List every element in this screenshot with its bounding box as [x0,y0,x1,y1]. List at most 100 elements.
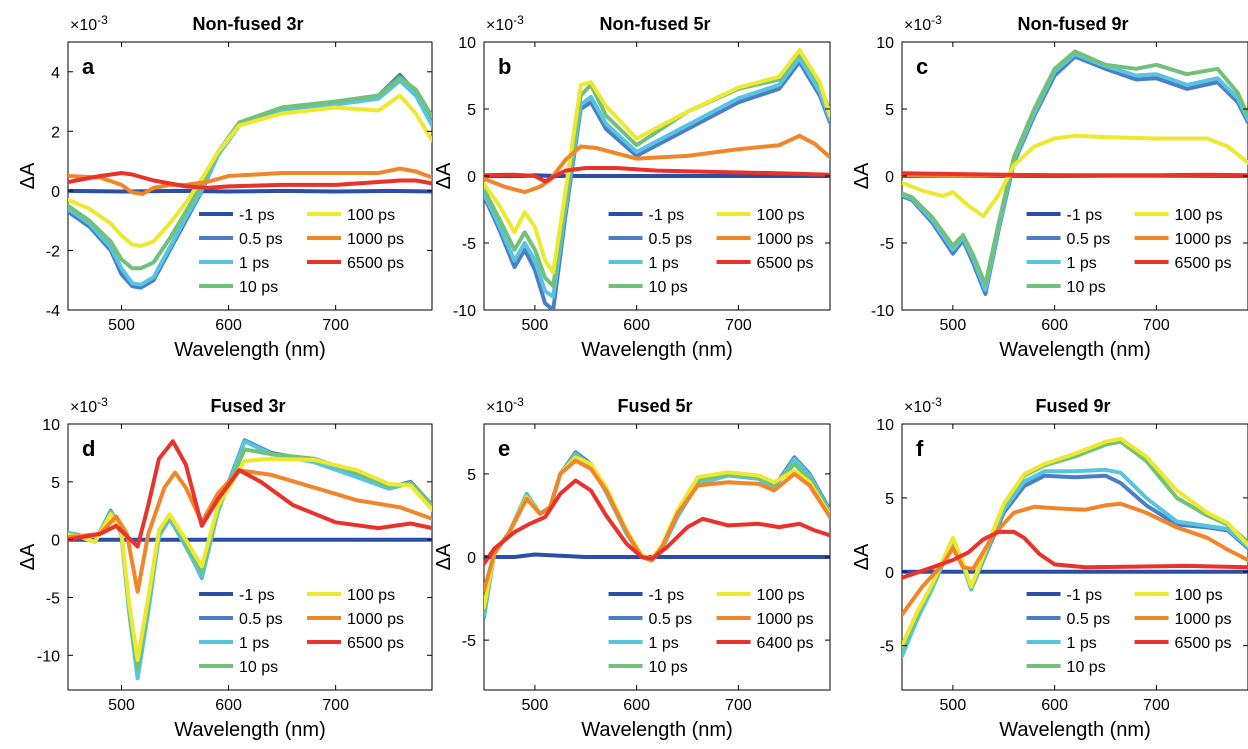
x-tick-label: 500 [522,317,549,334]
panel-b: 500 600 700 -10 -5 0 5 10 Non-fused 5r ×10-3 b Wave… [433,13,831,361]
x-tick-label: 600 [623,317,650,334]
legend-label: -1 ps [1067,207,1103,224]
chart-title: Fused 5r [617,396,692,416]
legend-label: 6500 ps [1175,635,1232,652]
y-tick-label: 10 [876,417,894,434]
y-axis-label: ΔA [433,162,455,189]
chart-title: Fused 9r [1035,396,1110,416]
series-line-1ps [484,56,830,299]
legend-label: 10 ps [239,279,278,296]
legend-label: 1000 ps [347,611,404,628]
legend-label: 100 ps [347,207,395,224]
y-tick-label: -5 [880,639,894,656]
exponent-label: ×10-3 [70,395,108,416]
series-line-6500ps [68,171,432,190]
series-line-100ps [68,456,432,662]
y-tick-label: -10 [871,303,894,320]
y-tick-label: 0 [51,184,60,201]
x-tick-label: 700 [1143,697,1170,714]
panel-d: 500 600 700 -10 -5 0 5 10 Fused 3r ×10-3 d Waveleng… [17,395,433,741]
legend-label: 1 ps [649,635,679,652]
series-line-100ps [68,93,432,248]
y-tick-label: -10 [37,648,60,665]
x-tick-label: 500 [940,317,967,334]
x-tick-label: 700 [725,697,752,714]
chart-title: Fused 3r [210,396,285,416]
y-tick-label: -10 [453,303,476,320]
legend-label: 1000 ps [1175,231,1232,248]
x-axis-label: Wavelength (nm) [174,339,326,361]
x-axis-label: Wavelength (nm) [581,719,733,741]
legend-label: 0.5 ps [239,231,283,248]
chart-title: Non-fused 9r [1017,14,1128,34]
series-line-6500ps [902,529,1248,580]
series-line-10ps [902,49,1248,287]
legend-label: 0.5 ps [239,611,283,628]
y-tick-label: 4 [51,65,60,82]
legend-label: 100 ps [1175,207,1223,224]
legend-label: -1 ps [649,587,685,604]
x-axis-label: Wavelength (nm) [999,339,1151,361]
y-tick-label: 0 [467,550,476,567]
legend-label: -1 ps [1067,587,1103,604]
panel-letter: b [498,54,511,79]
panel-f: 500 600 700 -5 0 5 10 Fused 9r ×10-3 f Wavelength … [851,395,1248,741]
series-line-10ps [68,75,432,271]
x-tick-label: 600 [1041,697,1068,714]
series-line-6400ps [484,478,830,566]
panel-letter: a [82,54,95,79]
y-tick-label: -5 [880,236,894,253]
legend-label: 0.5 ps [649,231,693,248]
legend-label: 0.5 ps [1067,611,1111,628]
x-tick-label: 600 [623,697,650,714]
legend-label: 10 ps [1067,279,1106,296]
legend-label: 6500 ps [347,635,404,652]
legend-label: 10 ps [1067,659,1106,676]
y-tick-label: -5 [462,236,476,253]
series-line-1ps [484,552,830,559]
y-tick-label: 0 [467,169,476,186]
series-line-6500ps [484,166,830,184]
series-line-6500ps [902,171,1248,178]
y-tick-label: -5 [46,590,60,607]
legend-label: 1000 ps [757,611,814,628]
legend-label: 1 ps [239,255,269,272]
legend-label: 1 ps [1067,635,1097,652]
y-tick-label: 0 [885,565,894,582]
legend-label: 0.5 ps [1067,231,1111,248]
y-axis-label: ΔA [851,162,873,189]
legend-label: -1 ps [239,207,275,224]
series-line-100ps [902,436,1248,648]
legend-label: 1000 ps [1175,611,1232,628]
y-tick-label: 5 [885,102,894,119]
series-line-100ps [902,133,1248,219]
exponent-label: ×10-3 [904,395,942,416]
axes-frame [901,423,1248,691]
series-line-1000ps [484,458,830,593]
y-tick-label: 10 [876,35,894,52]
y-tick-label: -2 [46,243,60,260]
panel-letter: c [916,54,928,79]
series-line-1000ps [484,133,830,195]
y-axis-label: ΔA [851,543,873,570]
series-line-1000ps [68,166,432,196]
chart-title: Non-fused 5r [599,14,710,34]
y-tick-label: 10 [42,417,60,434]
y-tick-label: -5 [462,633,476,650]
x-tick-label: 500 [108,317,135,334]
y-tick-label: 5 [885,491,894,508]
x-tick-label: 700 [322,317,349,334]
exponent-label: ×10-3 [486,13,524,34]
x-tick-label: 700 [1143,317,1170,334]
exponent-label: ×10-3 [486,395,524,416]
y-axis-label: ΔA [17,162,39,189]
legend-label: 1 ps [1067,255,1097,272]
legend-label: 100 ps [347,587,395,604]
y-tick-label: 5 [51,475,60,492]
exponent-label: ×10-3 [904,13,942,34]
y-axis-label: ΔA [17,543,39,570]
panel-c: 500 600 700 -10 -5 0 5 10 Non-fused 9r ×10-3 c Wave… [851,13,1248,361]
legend-label: 1 ps [239,635,269,652]
series-line-1ps [68,78,432,287]
y-tick-label: 5 [467,102,476,119]
